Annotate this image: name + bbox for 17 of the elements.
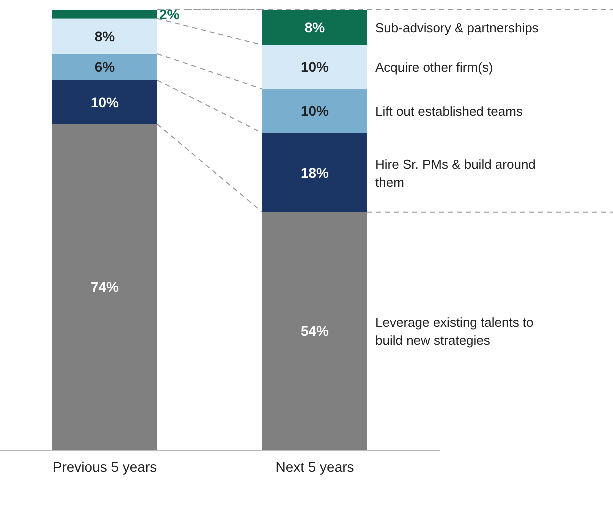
data-label: 8% <box>94 28 116 44</box>
data-label: 18% <box>300 164 330 181</box>
series-label: Hire Sr. PMs & build around them <box>376 156 536 190</box>
series-label: Sub-advisory & partnerships <box>376 20 540 36</box>
data-label: 74% <box>90 279 120 296</box>
series-label: Acquire other firm(s) <box>376 60 494 76</box>
data-label: 54% <box>300 323 330 340</box>
series-label: Leverage existing talents to build new strategies <box>376 315 534 348</box>
x-tick-label: Previous 5 years <box>52 459 158 475</box>
data-label: 10% <box>300 59 330 76</box>
data-label: 10% <box>300 103 330 120</box>
data-label: 8% <box>304 20 326 36</box>
data-label: 6% <box>94 59 116 76</box>
data-label: 10% <box>90 94 120 110</box>
data-label: 2% <box>160 6 180 22</box>
x-tick-label: Next 5 years <box>276 459 354 475</box>
series-label: Lift out established teams <box>376 104 524 120</box>
